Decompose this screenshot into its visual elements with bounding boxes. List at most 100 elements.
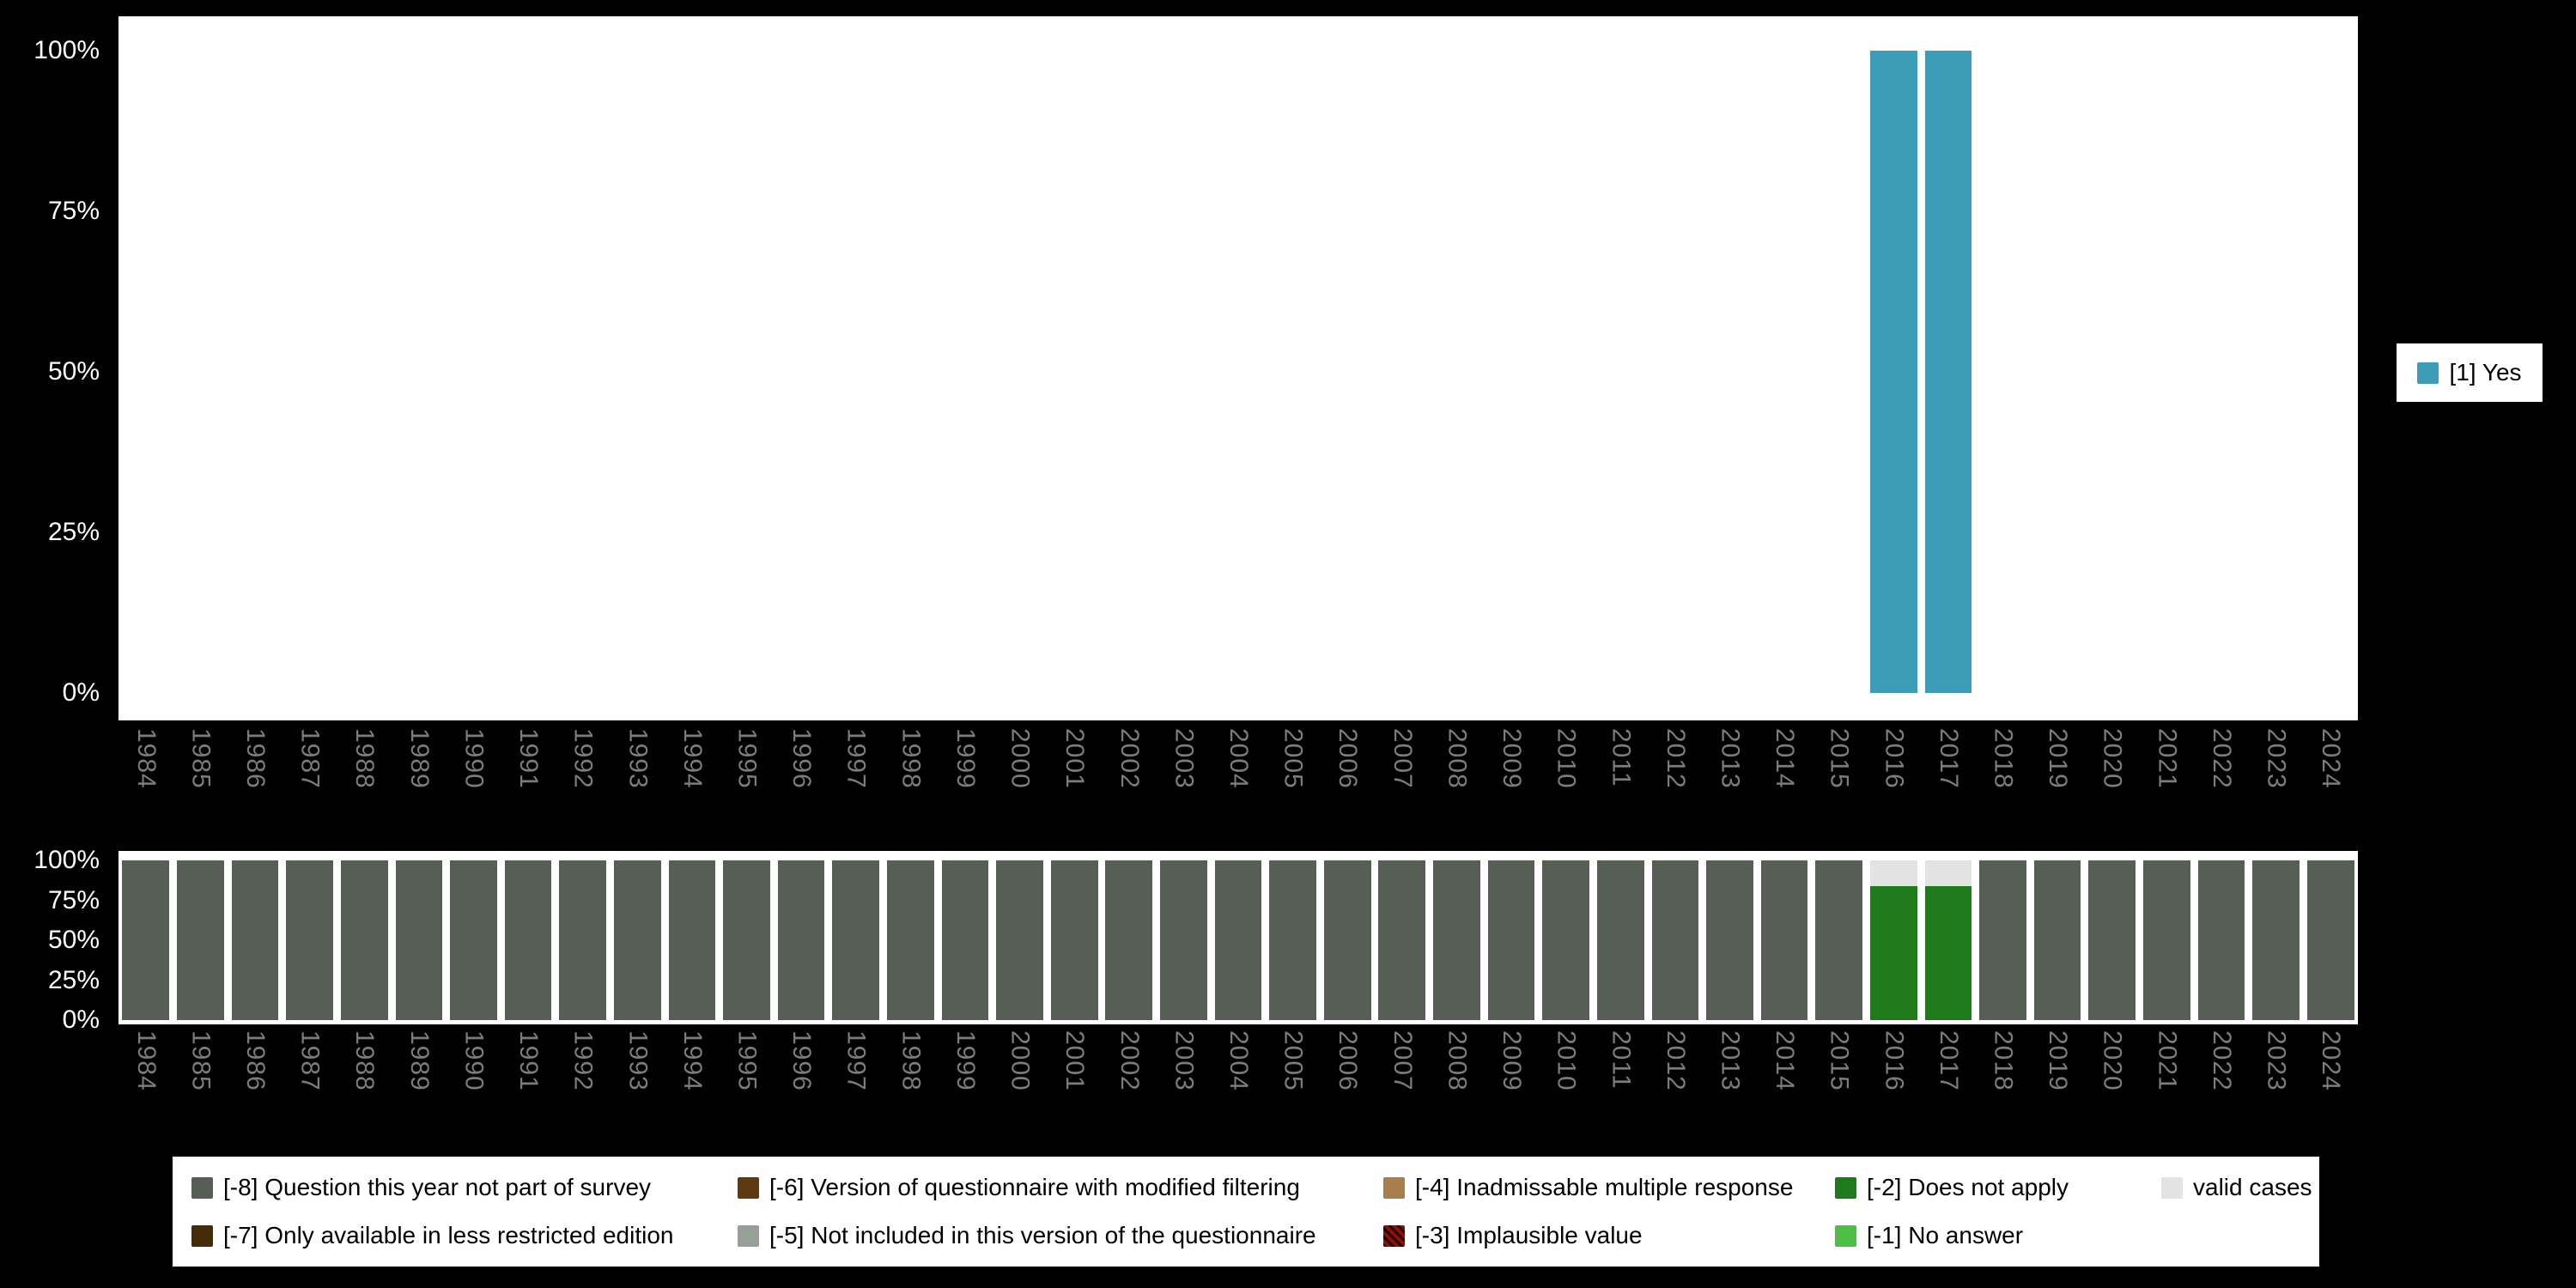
- legend-item-no-answer[interactable]: [-1] No answer: [1835, 1222, 2161, 1249]
- x-tick-label: 2020: [2098, 728, 2127, 789]
- x-tick-2020: 2020: [2085, 1030, 2140, 1132]
- bottom-bar-2019: [2030, 860, 2085, 1020]
- x-tick-label: 2002: [1115, 728, 1144, 789]
- top-bar-2012: [1648, 51, 1703, 693]
- bottom-segment-question-not-part-of-survey: [1979, 860, 2026, 1020]
- x-tick-2000: 2000: [993, 1030, 1048, 1132]
- bottom-bar-2008: [1430, 860, 1485, 1020]
- x-tick-1996: 1996: [774, 728, 829, 829]
- legend-item-label: [-3] Implausible value: [1415, 1222, 1643, 1249]
- x-tick-label: 2016: [1880, 728, 1909, 789]
- bottom-bar-2003: [1157, 860, 1212, 1020]
- x-tick-label: 2022: [2207, 728, 2236, 789]
- bottom-bar-1986: [228, 860, 283, 1020]
- x-tick-1993: 1993: [610, 728, 665, 829]
- legend-item-does-not-apply[interactable]: [-2] Does not apply: [1835, 1174, 2161, 1201]
- legend-item-label: [-4] Inadmissable multiple response: [1415, 1174, 1794, 1200]
- top-bar-2004: [1211, 51, 1266, 693]
- bottom-segment-question-not-part-of-survey: [723, 860, 770, 1020]
- bottom-bar-1989: [392, 860, 447, 1020]
- legend-item-label: valid cases: [2193, 1174, 2312, 1200]
- bottom-segment-question-not-part-of-survey: [1105, 860, 1153, 1020]
- q-not-part-of-survey-swatch-icon: [191, 1176, 213, 1199]
- legend-item-label: [-6] Version of questionnaire with modif…: [769, 1174, 1300, 1200]
- x-tick-2016: 2016: [1867, 728, 1922, 829]
- x-tick-1986: 1986: [228, 1030, 283, 1132]
- bottom-segment-question-not-part-of-survey: [1760, 860, 1808, 1020]
- x-tick-1984: 1984: [118, 728, 173, 829]
- bottom-segment-valid-cases: [1924, 860, 1972, 886]
- x-tick-label: 2005: [1279, 728, 1308, 789]
- legend-item-yes[interactable]: [1] Yes: [2417, 359, 2522, 386]
- x-tick-2005: 2005: [1266, 728, 1321, 829]
- less-restricted-edition-swatch-icon: [191, 1224, 213, 1247]
- x-tick-label: 2005: [1279, 1030, 1308, 1091]
- bottom-bar-1999: [938, 860, 993, 1020]
- x-tick-label: 1989: [404, 1030, 434, 1091]
- bottom-bar-1997: [829, 860, 884, 1020]
- x-tick-label: 2006: [1334, 1030, 1363, 1091]
- x-tick-2008: 2008: [1430, 728, 1485, 829]
- x-tick-2001: 2001: [1047, 1030, 1102, 1132]
- x-tick-1995: 1995: [720, 1030, 775, 1132]
- bottom-bar-2002: [1102, 860, 1157, 1020]
- bottom-bar-2000: [993, 860, 1048, 1020]
- x-tick-2019: 2019: [2030, 1030, 2085, 1132]
- x-tick-1987: 1987: [283, 1030, 337, 1132]
- x-tick-2004: 2004: [1211, 1030, 1266, 1132]
- top-bar-2022: [2194, 51, 2249, 693]
- x-tick-2006: 2006: [1320, 1030, 1375, 1132]
- legend-item-inadmissable-multiple-response[interactable]: [-4] Inadmissable multiple response: [1383, 1174, 1835, 1201]
- x-tick-label: 2012: [1661, 1030, 1690, 1091]
- bottom-segment-question-not-part-of-survey: [2306, 860, 2354, 1020]
- top-bar-1986: [228, 51, 283, 693]
- top-bar-2015: [1812, 51, 1867, 693]
- x-tick-label: 1993: [623, 728, 653, 789]
- legend-item-label: [-1] No answer: [1867, 1222, 2024, 1249]
- x-tick-label: 1988: [350, 1030, 380, 1091]
- x-tick-1987: 1987: [283, 728, 337, 829]
- x-tick-1984: 1984: [118, 1030, 173, 1132]
- x-tick-label: 2003: [1170, 728, 1199, 789]
- x-tick-1989: 1989: [392, 728, 447, 829]
- bottom-segment-valid-cases: [1869, 860, 1917, 886]
- legend-item-less-restricted-edition[interactable]: [-7] Only available in less restricted e…: [191, 1222, 738, 1249]
- bottom-bar-1990: [447, 860, 501, 1020]
- bottom-bar-1993: [610, 860, 665, 1020]
- top-bar-2013: [1703, 51, 1758, 693]
- x-tick-label: 2000: [1005, 728, 1035, 789]
- x-tick-1997: 1997: [829, 728, 884, 829]
- bottom-bar-2021: [2140, 860, 2195, 1020]
- bottom-segment-question-not-part-of-survey: [504, 860, 552, 1020]
- x-tick-2022: 2022: [2194, 728, 2249, 829]
- x-tick-2024: 2024: [2303, 728, 2358, 829]
- legend-item-not-in-this-version[interactable]: [-5] Not included in this version of the…: [738, 1222, 1383, 1249]
- legend-item-q-not-part-of-survey[interactable]: [-8] Question this year not part of surv…: [191, 1174, 738, 1201]
- top-bar-2018: [1976, 51, 2031, 693]
- x-tick-2022: 2022: [2194, 1030, 2249, 1132]
- x-tick-2024: 2024: [2303, 1030, 2358, 1132]
- legend-item-valid-cases[interactable]: valid cases: [2161, 1174, 2312, 1201]
- bottom-segment-question-not-part-of-survey: [1214, 860, 1262, 1020]
- bottom-segment-question-not-part-of-survey: [941, 860, 989, 1020]
- y-tick-label: 100%: [33, 36, 100, 64]
- implausible-value-swatch-icon: [1383, 1224, 1405, 1247]
- x-tick-label: 1987: [295, 1030, 325, 1091]
- x-tick-1992: 1992: [556, 1030, 611, 1132]
- top-bar-2002: [1102, 51, 1157, 693]
- legend-item-implausible-value[interactable]: [-3] Implausible value: [1383, 1222, 1835, 1249]
- x-tick-2009: 2009: [1484, 728, 1539, 829]
- legend-item-modified-filtering[interactable]: [-6] Version of questionnaire with modif…: [738, 1174, 1383, 1201]
- x-tick-label: 1994: [677, 1030, 707, 1091]
- bottom-bar-2024: [2303, 860, 2358, 1020]
- x-tick-2023: 2023: [2249, 728, 2304, 829]
- top-bar-1998: [884, 51, 939, 693]
- bottom-bar-1995: [720, 860, 775, 1020]
- x-tick-label: 1996: [787, 1030, 817, 1091]
- y-tick-label: 100%: [33, 846, 100, 874]
- legend-item-label: [1] Yes: [2449, 359, 2522, 386]
- x-tick-1996: 1996: [774, 1030, 829, 1132]
- x-tick-label: 2021: [2153, 728, 2182, 789]
- x-tick-label: 2021: [2153, 1030, 2182, 1091]
- top-segment-yes: [1869, 51, 1917, 693]
